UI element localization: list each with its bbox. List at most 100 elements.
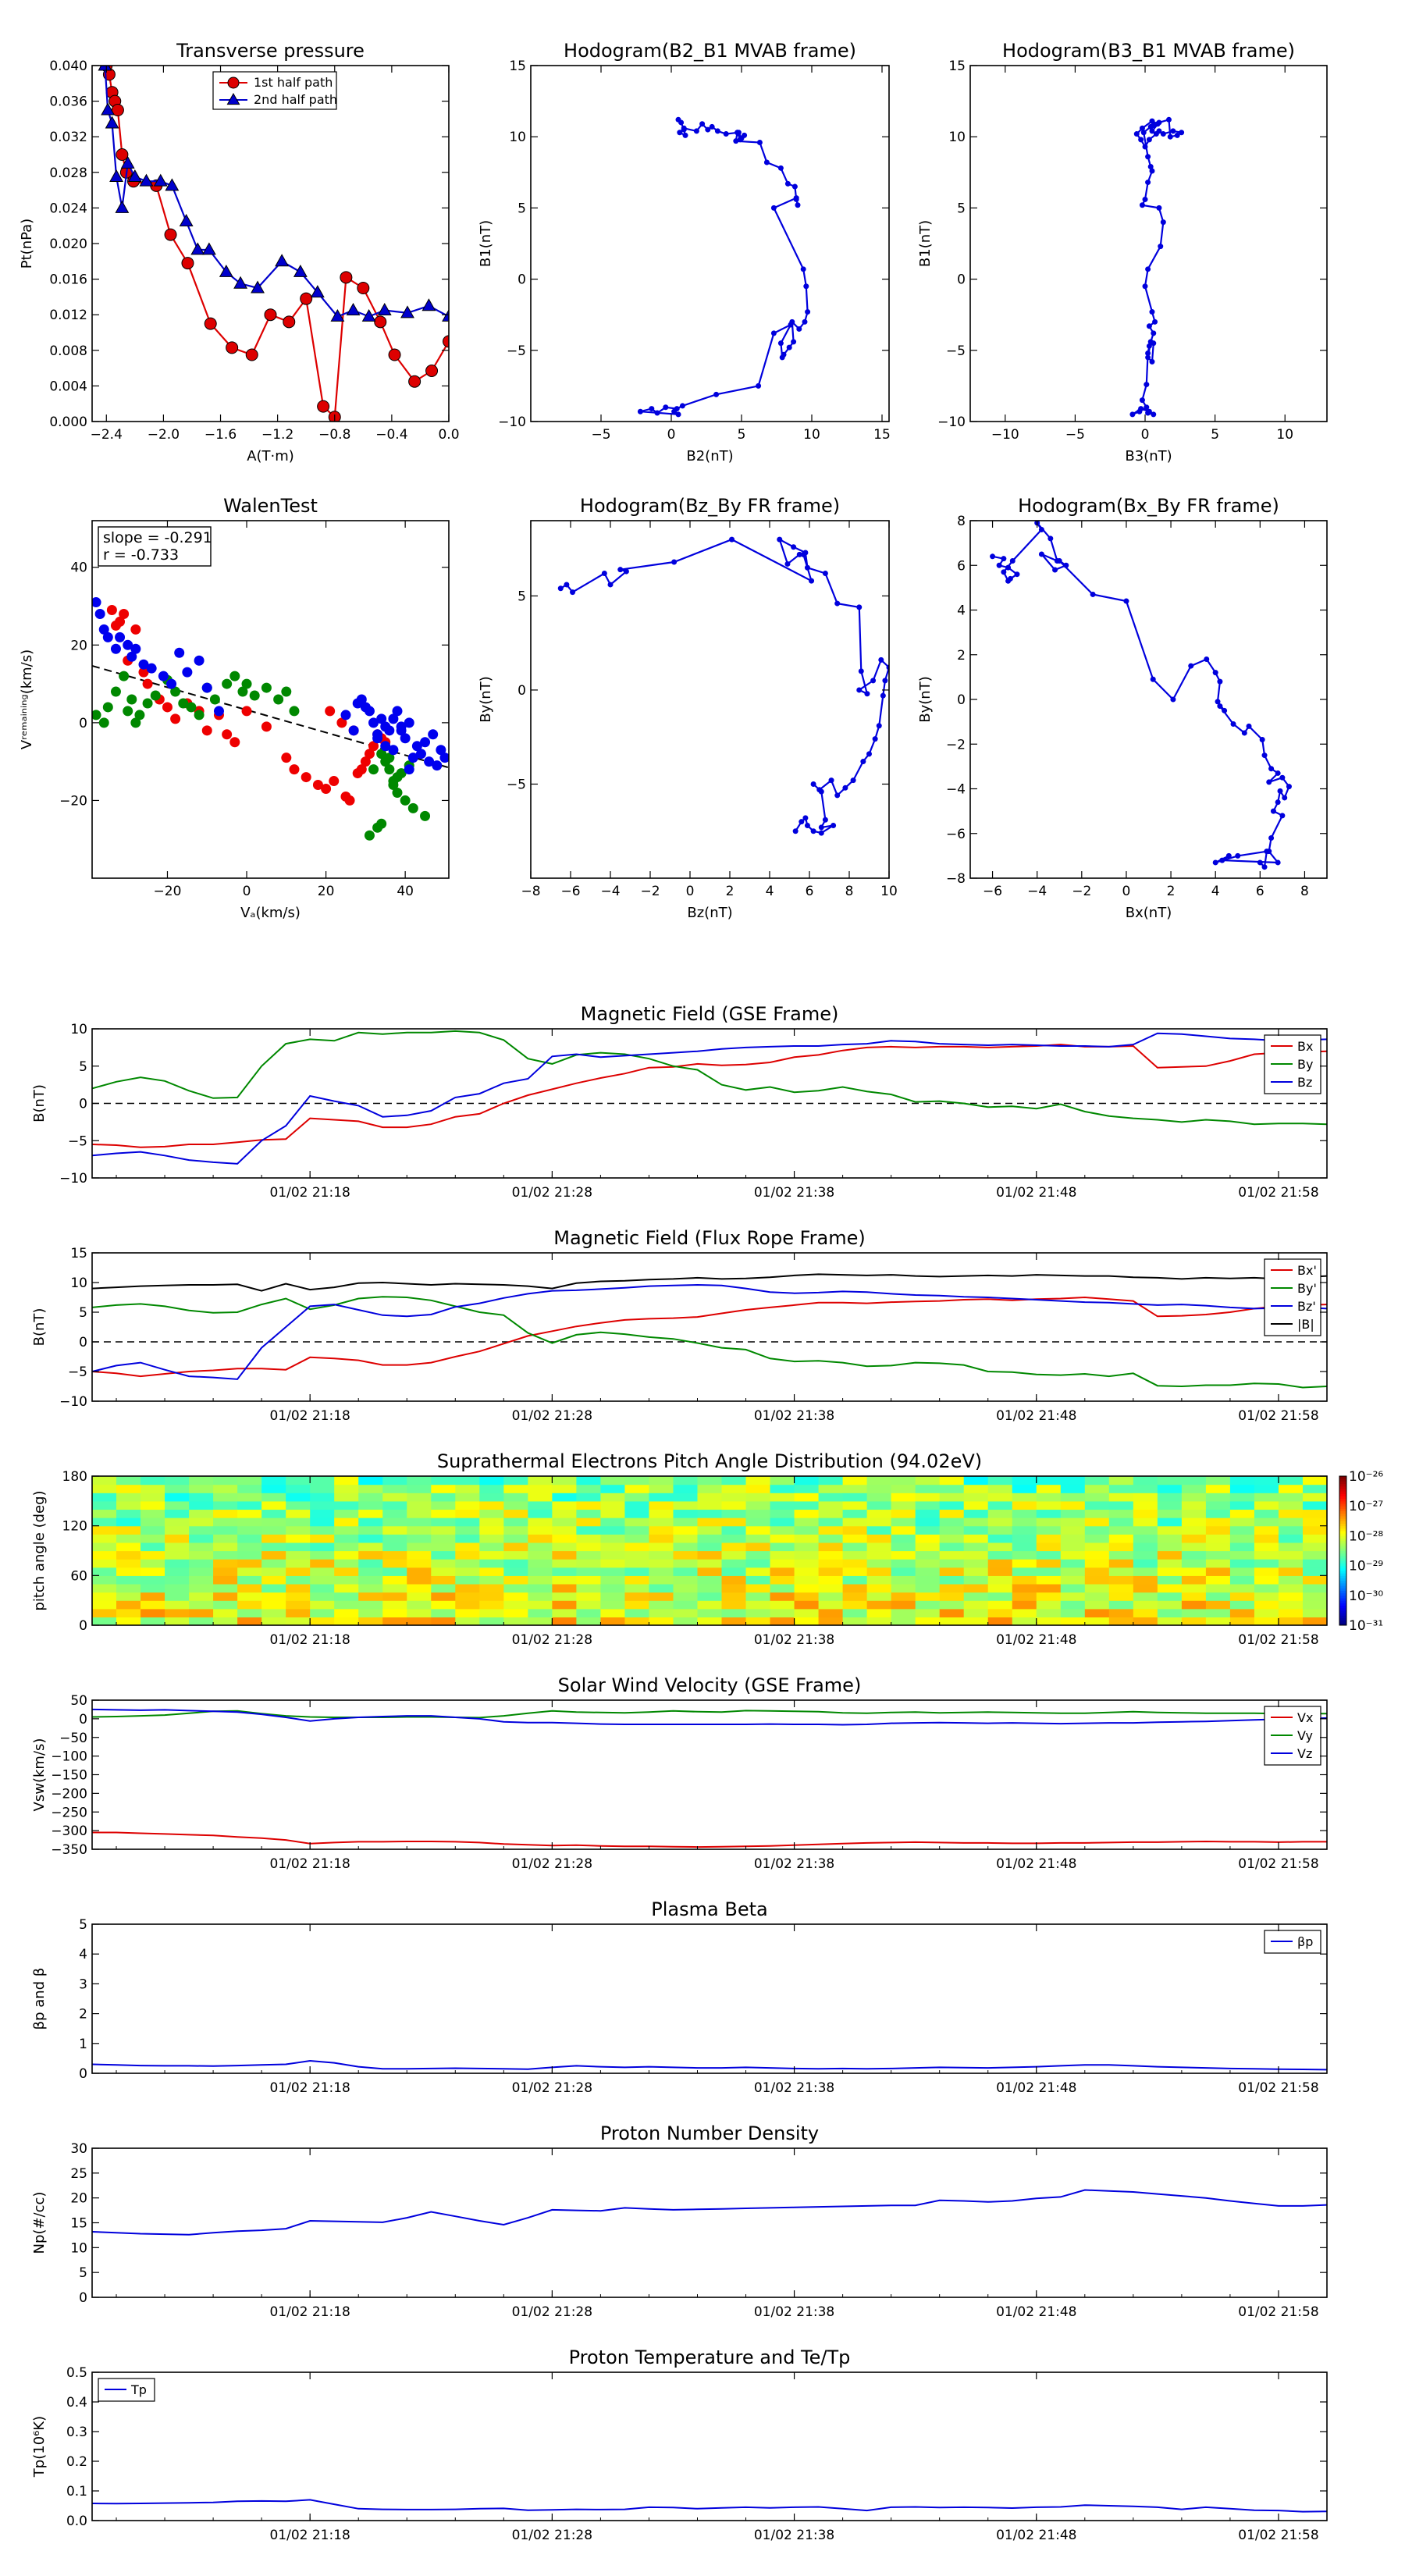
- panel6-point: [1286, 784, 1292, 790]
- ts3-cell: [382, 1500, 407, 1510]
- ts3-cell: [794, 1608, 820, 1617]
- ts3-cell: [431, 1592, 456, 1601]
- ts3-cell: [1157, 1500, 1183, 1510]
- ts3-cell: [1084, 1484, 1110, 1493]
- ts3-cell: [503, 1534, 528, 1543]
- ts3-colorbar-step: [1339, 1521, 1346, 1524]
- ts3-cell: [939, 1484, 965, 1493]
- ts3-cell: [165, 1542, 190, 1552]
- ts3-cell: [116, 1550, 141, 1560]
- ts3-cell: [673, 1550, 699, 1560]
- ts3-cell: [697, 1575, 723, 1585]
- ts3-cell: [600, 1600, 626, 1610]
- panel4-point: [289, 706, 300, 717]
- ts3-cell: [600, 1493, 626, 1502]
- ts5-ytick-label: 4: [79, 1947, 87, 1962]
- ts3-cell: [1133, 1608, 1158, 1617]
- panel2-point: [777, 340, 784, 347]
- panel4-point: [407, 802, 418, 813]
- ts3-cell: [310, 1517, 335, 1527]
- panel3-point: [1149, 358, 1155, 365]
- ts3-cell: [165, 1583, 190, 1593]
- ts3-cell: [1133, 1559, 1158, 1568]
- ts3-cell: [92, 1592, 117, 1601]
- ts3-cell: [1133, 1550, 1158, 1560]
- panel1-ytick-label: 0.020: [49, 237, 87, 252]
- ts3-cell: [1012, 1484, 1037, 1493]
- ts3-cell: [358, 1617, 383, 1625]
- ts3-cell: [939, 1583, 965, 1593]
- panel4-point: [142, 678, 153, 689]
- ts3-cell: [261, 1617, 286, 1625]
- ts3-cell: [600, 1517, 626, 1527]
- panel2-point: [709, 123, 715, 130]
- ts3-ytick-label: 180: [62, 1469, 87, 1485]
- ts3-cell: [189, 1484, 214, 1493]
- ts1-xtick-label: 01/02 21:18: [269, 1185, 350, 1201]
- panel2-point: [777, 165, 784, 171]
- ts2-legend-label: Bx': [1297, 1263, 1317, 1278]
- panel1-point: [442, 308, 449, 322]
- ts3-colorbar-step: [1339, 1478, 1346, 1482]
- panel4-data: [92, 597, 449, 841]
- panel2-xtick-label: 5: [738, 427, 746, 443]
- ts3-cell: [576, 1484, 602, 1493]
- ts3-cell: [987, 1534, 1013, 1543]
- ts3-cell: [213, 1592, 238, 1601]
- ts3-cell: [818, 1583, 844, 1593]
- ts3-cell: [915, 1509, 941, 1518]
- ts3-cell: [140, 1476, 165, 1485]
- ts3-cell: [1108, 1583, 1134, 1593]
- panel3-point: [1160, 131, 1166, 137]
- panel2-point: [770, 205, 777, 211]
- panel4-point: [146, 663, 157, 674]
- ts3-cell: [624, 1583, 650, 1593]
- panel3-ytick-label: −5: [946, 343, 966, 359]
- ts3-cell: [479, 1600, 504, 1610]
- panel4-point: [229, 671, 240, 681]
- ts7-title: Proton Temperature and Te/Tp: [569, 2347, 851, 2368]
- panel1-xtick-label: −2.0: [148, 427, 180, 443]
- panel2-point: [796, 326, 802, 332]
- ts3-cell: [479, 1484, 504, 1493]
- ts3-cell: [261, 1608, 286, 1617]
- ts3-cell: [116, 1567, 141, 1576]
- ts3-cell: [939, 1493, 965, 1502]
- panel4-point: [237, 686, 248, 697]
- ts3-cell: [552, 1600, 577, 1610]
- ts3-cell: [213, 1476, 238, 1485]
- panel3-point: [1142, 196, 1148, 202]
- ts3-cell: [237, 1559, 262, 1568]
- ts3-cell: [431, 1476, 456, 1485]
- panel1-point: [101, 102, 116, 116]
- panel4-ytick-label: 40: [70, 560, 87, 576]
- ts3-cell: [140, 1517, 165, 1527]
- panel5-point: [834, 600, 841, 607]
- panel6-point: [1038, 551, 1044, 557]
- ts3-cell: [721, 1525, 747, 1535]
- ts3-cell: [963, 1608, 989, 1617]
- ts3-cell: [891, 1476, 916, 1485]
- ts3-colorbar-step: [1339, 1500, 1346, 1504]
- ts3-colorbar-step: [1339, 1595, 1346, 1599]
- ts3-cell: [721, 1592, 747, 1601]
- ts3-cell: [649, 1484, 674, 1493]
- panel2-point: [779, 354, 785, 361]
- ts3-cell: [382, 1534, 407, 1543]
- ts3-cell: [842, 1525, 868, 1535]
- ts3-cell: [891, 1493, 916, 1502]
- ts3-cell: [649, 1608, 674, 1617]
- ts3-cell: [1229, 1517, 1255, 1527]
- ts3-cell: [1254, 1493, 1279, 1502]
- ts6-ytick-label: 30: [70, 2141, 87, 2157]
- panel5-point: [858, 668, 864, 674]
- ts3-cell: [721, 1559, 747, 1568]
- ts1-ylabel: B(nT): [31, 1084, 48, 1123]
- ts3-cell: [1084, 1592, 1110, 1601]
- ts3-cell: [1229, 1525, 1255, 1535]
- panel4-point: [194, 710, 205, 720]
- ts3-cell: [576, 1600, 602, 1610]
- ts6-series-1-line: [92, 2189, 1327, 2236]
- panel4-point: [329, 776, 340, 787]
- ts3-cell: [1108, 1484, 1134, 1493]
